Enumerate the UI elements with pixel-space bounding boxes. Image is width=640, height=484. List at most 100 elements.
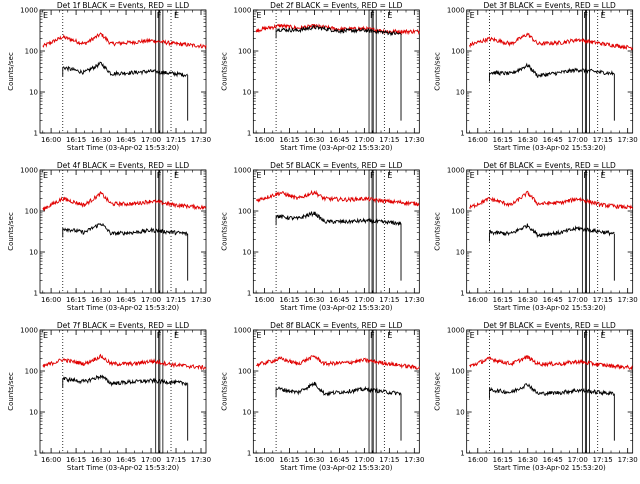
events-series-line xyxy=(489,62,615,79)
x-tick-label: 17:30 xyxy=(191,296,211,304)
x-tick-label: 17:00 xyxy=(141,296,161,304)
marker-label: E xyxy=(601,171,606,180)
x-tick-label: 16:45 xyxy=(543,136,563,144)
marker-label: F xyxy=(157,171,162,180)
panel-title: Det 6f BLACK = Events, RED = LLD xyxy=(484,161,617,170)
x-tick-label: 16:00 xyxy=(254,136,274,144)
y-axis-label: Counts/sec xyxy=(220,372,228,411)
marker-label: E xyxy=(387,171,392,180)
y-tick-label: 1000 xyxy=(447,167,465,175)
plot-frame xyxy=(252,9,420,134)
detector-panel-7: Det 7f BLACK = Events, RED = LLD 1 10 100 10… xyxy=(7,321,211,472)
x-axis-label: Start Time (03-Apr-02 15:53:20) xyxy=(494,304,606,312)
y-tick-label: 100 xyxy=(238,208,251,216)
detector-panel-5: Det 5f BLACK = Events, RED = LLD 1 10 100 10… xyxy=(220,161,424,312)
x-tick-label: 16:30 xyxy=(91,296,111,304)
box-marker xyxy=(155,329,160,454)
detector-panel-6: Det 6f BLACK = Events, RED = LLD 1 10 100 10… xyxy=(434,161,638,312)
y-tick-label: 1 xyxy=(34,290,38,298)
x-tick-label: 17:15 xyxy=(166,456,186,464)
y-tick-label: 100 xyxy=(238,48,251,56)
lld-series-line xyxy=(469,354,633,370)
lld-series-line xyxy=(42,190,207,211)
y-axis-label: Counts/sec xyxy=(7,52,15,91)
x-tick-label: 16:15 xyxy=(66,296,86,304)
x-tick-label: 17:30 xyxy=(618,456,638,464)
y-tick-label: 10 xyxy=(242,409,251,417)
x-axis-label: Start Time (03-Apr-02 15:53:20) xyxy=(67,464,179,472)
y-tick-label: 10 xyxy=(456,249,465,257)
x-tick-label: 16:30 xyxy=(91,456,111,464)
marker-label: F xyxy=(370,171,375,180)
marker-label: E xyxy=(43,331,48,340)
detector-panel-9: Det 9f BLACK = Events, RED = LLD 1 10 100 10… xyxy=(434,321,638,472)
events-series-line xyxy=(489,382,615,397)
y-tick-label: 1000 xyxy=(234,327,252,335)
y-axis-label: Counts/sec xyxy=(7,372,15,411)
marker-label: F xyxy=(157,331,162,340)
marker-label: E xyxy=(387,331,392,340)
y-tick-label: 100 xyxy=(451,368,464,376)
x-tick-label: 17:30 xyxy=(404,456,424,464)
y-tick-label: 100 xyxy=(451,208,464,216)
y-tick-label: 10 xyxy=(29,409,38,417)
y-tick-label: 1 xyxy=(460,130,464,138)
y-tick-label: 100 xyxy=(238,368,251,376)
x-axis-label: Start Time (03-Apr-02 15:53:20) xyxy=(280,144,392,152)
x-tick-label: 16:15 xyxy=(493,296,513,304)
y-tick-label: 1000 xyxy=(234,167,252,175)
marker-label: E xyxy=(43,171,48,180)
x-tick-label: 17:00 xyxy=(141,456,161,464)
panel-title: Det 4f BLACK = Events, RED = LLD xyxy=(57,161,190,170)
y-tick-label: 1000 xyxy=(20,7,38,15)
lld-series-line xyxy=(42,353,207,371)
panel-title: Det 1f BLACK = Events, RED = LLD xyxy=(57,1,190,10)
x-axis-label: Start Time (03-Apr-02 15:53:20) xyxy=(67,144,179,152)
marker-label: E xyxy=(470,11,475,20)
marker-label: F xyxy=(583,171,588,180)
marker-label: E xyxy=(43,11,48,20)
marker-label: E xyxy=(470,331,475,340)
marker-label: E xyxy=(470,171,475,180)
x-tick-label: 16:45 xyxy=(116,136,136,144)
x-tick-label: 16:00 xyxy=(254,296,274,304)
box-marker xyxy=(581,9,586,134)
x-tick-label: 17:15 xyxy=(379,136,399,144)
y-axis-label: Counts/sec xyxy=(220,52,228,91)
x-tick-label: 16:15 xyxy=(493,136,513,144)
x-tick-label: 17:15 xyxy=(166,136,186,144)
x-tick-label: 17:00 xyxy=(354,136,374,144)
x-tick-label: 16:15 xyxy=(279,296,299,304)
x-tick-label: 16:45 xyxy=(329,296,349,304)
y-tick-label: 10 xyxy=(456,89,465,97)
events-series-line xyxy=(275,381,402,397)
plot-frame xyxy=(252,169,420,294)
x-tick-label: 17:00 xyxy=(568,136,588,144)
detector-panel-4: Det 4f BLACK = Events, RED = LLD 1 10 100 10… xyxy=(7,161,211,312)
lld-series-line xyxy=(255,354,420,370)
y-tick-label: 10 xyxy=(242,249,251,257)
events-series-line xyxy=(62,222,188,237)
x-tick-label: 16:30 xyxy=(304,296,324,304)
x-tick-label: 17:15 xyxy=(593,296,613,304)
marker-label: E xyxy=(256,331,261,340)
marker-label: E xyxy=(256,11,261,20)
x-tick-label: 17:30 xyxy=(404,296,424,304)
x-tick-label: 16:45 xyxy=(329,456,349,464)
events-series-line xyxy=(275,24,401,37)
x-tick-label: 16:15 xyxy=(279,136,299,144)
x-tick-label: 17:30 xyxy=(404,136,424,144)
x-tick-label: 17:30 xyxy=(191,456,211,464)
box-marker xyxy=(372,169,377,294)
lld-series-line xyxy=(42,32,207,50)
x-tick-label: 16:00 xyxy=(41,296,61,304)
panel-title: Det 2f BLACK = Events, RED = LLD xyxy=(270,1,403,10)
x-axis-label: Start Time (03-Apr-02 15:53:20) xyxy=(280,464,392,472)
events-series-line xyxy=(62,61,188,78)
x-tick-label: 17:00 xyxy=(568,296,588,304)
events-series-line xyxy=(489,223,615,239)
x-tick-label: 16:30 xyxy=(91,136,111,144)
x-tick-label: 17:15 xyxy=(593,456,613,464)
